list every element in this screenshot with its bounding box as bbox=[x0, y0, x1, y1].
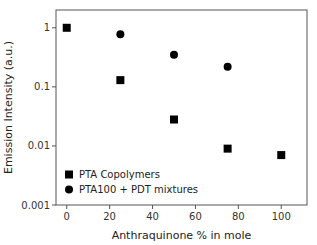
legend-label: PTA100 + PDT mixtures bbox=[79, 184, 198, 195]
x-tick-label: 80 bbox=[232, 211, 245, 222]
y-axis-label: Emission Intensity (a.u.) bbox=[2, 41, 15, 174]
point bbox=[224, 145, 232, 153]
legend-label: PTA Copolymers bbox=[79, 169, 160, 180]
x-tick-label: 0 bbox=[64, 211, 70, 222]
x-tick-label: 60 bbox=[189, 211, 202, 222]
point bbox=[170, 51, 178, 59]
y-tick bbox=[52, 205, 56, 206]
point bbox=[116, 30, 124, 38]
x-tick bbox=[109, 205, 110, 209]
point bbox=[170, 116, 178, 124]
x-tick-label: 40 bbox=[146, 211, 159, 222]
y-tick bbox=[52, 145, 56, 146]
legend: PTA Copolymers PTA100 + PDT mixtures bbox=[65, 169, 198, 195]
x-tick bbox=[281, 205, 282, 209]
y-tick-label: 0.001 bbox=[21, 200, 50, 211]
y-tick bbox=[52, 27, 56, 28]
x-tick-label: 100 bbox=[272, 211, 291, 222]
legend-marker bbox=[65, 171, 73, 179]
point bbox=[277, 151, 285, 159]
x-tick bbox=[238, 205, 239, 209]
point bbox=[224, 63, 232, 71]
x-tick bbox=[195, 205, 196, 209]
background bbox=[0, 0, 317, 245]
y-tick bbox=[52, 86, 56, 87]
plot-area bbox=[63, 24, 286, 159]
chart: 0 20 40 60 80 100 0.001 0.01 0.1 1 Anthraquinone %… bbox=[0, 0, 317, 245]
x-tick-label: 20 bbox=[103, 211, 116, 222]
plot-frame bbox=[56, 10, 307, 205]
y-tick-label: 1 bbox=[44, 22, 50, 33]
legend-marker bbox=[65, 186, 73, 194]
x-axis-label: Anthraquinone % in mole bbox=[112, 229, 252, 242]
x-tick bbox=[152, 205, 153, 209]
point bbox=[116, 76, 124, 84]
x-tick bbox=[66, 205, 67, 209]
y-tick-label: 0.1 bbox=[34, 81, 50, 92]
y-tick-label: 0.01 bbox=[28, 140, 50, 151]
point bbox=[63, 24, 71, 32]
